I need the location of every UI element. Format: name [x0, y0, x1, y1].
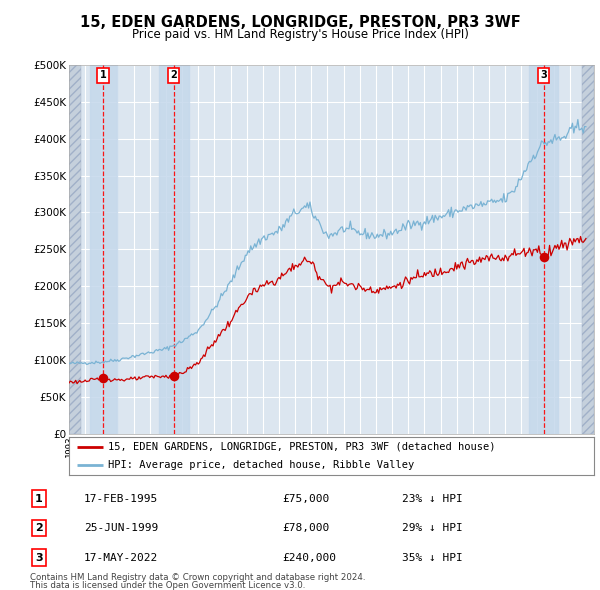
Point: [169, 372, 178, 381]
Text: 3: 3: [35, 553, 43, 562]
Text: £78,000: £78,000: [282, 523, 329, 533]
Bar: [582, 65, 594, 434]
Text: 1: 1: [100, 70, 107, 80]
Text: Contains HM Land Registry data © Crown copyright and database right 2024.: Contains HM Land Registry data © Crown c…: [30, 572, 365, 582]
Text: 15, EDEN GARDENS, LONGRIDGE, PRESTON, PR3 3WF (detached house): 15, EDEN GARDENS, LONGRIDGE, PRESTON, PR…: [109, 442, 496, 452]
Text: This data is licensed under the Open Government Licence v3.0.: This data is licensed under the Open Gov…: [30, 581, 305, 590]
Bar: [160, 65, 188, 434]
Text: 23% ↓ HPI: 23% ↓ HPI: [402, 494, 463, 503]
Text: 35% ↓ HPI: 35% ↓ HPI: [402, 553, 463, 562]
Text: 2: 2: [170, 70, 177, 80]
Text: £75,000: £75,000: [282, 494, 329, 503]
Bar: [90, 65, 118, 434]
Text: 15, EDEN GARDENS, LONGRIDGE, PRESTON, PR3 3WF: 15, EDEN GARDENS, LONGRIDGE, PRESTON, PR…: [80, 15, 520, 30]
Text: 17-MAY-2022: 17-MAY-2022: [84, 553, 158, 562]
Point: [98, 373, 108, 383]
Text: 29% ↓ HPI: 29% ↓ HPI: [402, 523, 463, 533]
Bar: [529, 65, 559, 434]
Text: 1: 1: [35, 494, 43, 503]
Text: 17-FEB-1995: 17-FEB-1995: [84, 494, 158, 503]
Text: Price paid vs. HM Land Registry's House Price Index (HPI): Price paid vs. HM Land Registry's House …: [131, 28, 469, 41]
Point: [539, 252, 548, 261]
Text: 25-JUN-1999: 25-JUN-1999: [84, 523, 158, 533]
Text: £240,000: £240,000: [282, 553, 336, 562]
Text: HPI: Average price, detached house, Ribble Valley: HPI: Average price, detached house, Ribb…: [109, 460, 415, 470]
Text: 3: 3: [540, 70, 547, 80]
Text: 2: 2: [35, 523, 43, 533]
Bar: [69, 65, 81, 434]
